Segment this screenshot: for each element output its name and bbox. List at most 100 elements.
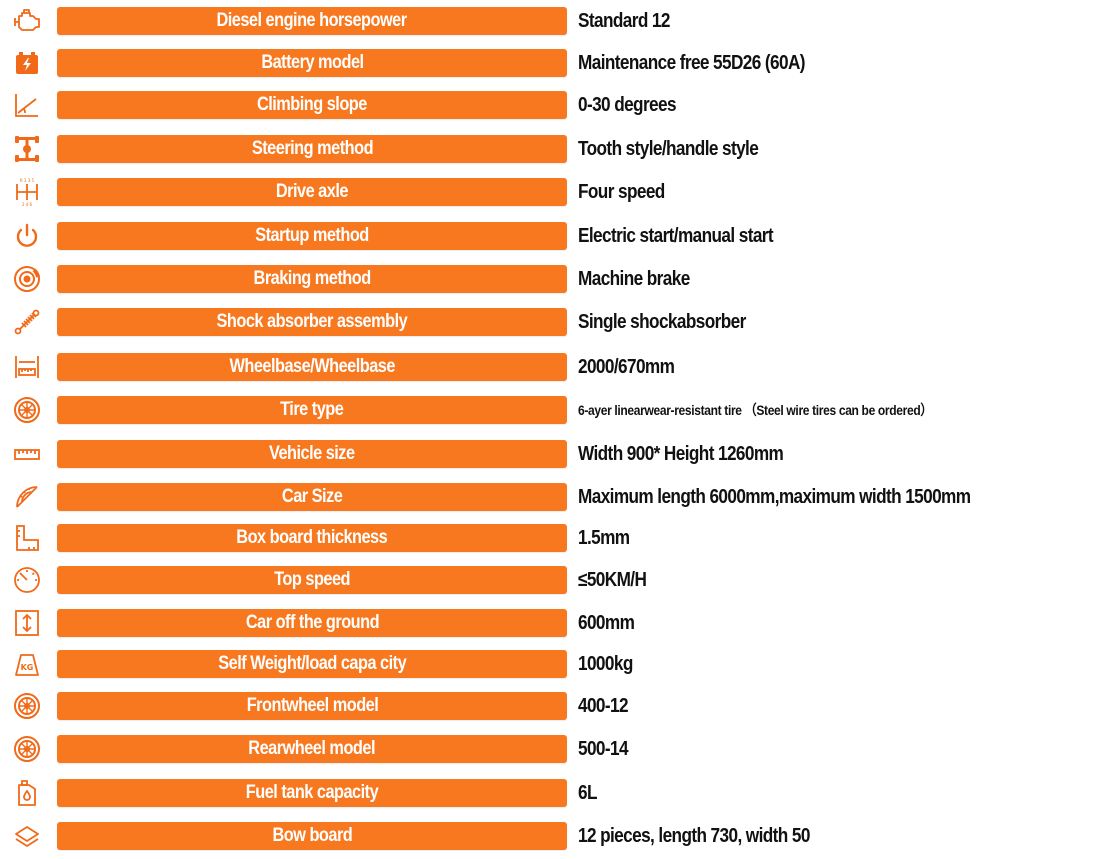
spec-label-pill: Climbing slope bbox=[57, 91, 567, 119]
spec-label: Shock absorber assembly bbox=[216, 311, 408, 332]
spec-value: 1000kg bbox=[578, 652, 633, 675]
spec-label: Wheelbase/Wheelbase bbox=[229, 356, 395, 377]
gear-bottom-numbers: 2 4 6 bbox=[22, 202, 33, 207]
spec-value: 500-14 bbox=[578, 737, 629, 760]
spec-row-wheelbase: Wheelbase/Wheelbase 2000/670mm bbox=[0, 351, 1100, 383]
spec-row-ground-clearance: Car off the ground 600mm bbox=[0, 607, 1100, 639]
front-wheel-icon bbox=[10, 691, 44, 721]
spec-value: 400-12 bbox=[578, 694, 629, 717]
spec-label: Battery model bbox=[260, 52, 364, 73]
spec-label-pill: Car Size bbox=[57, 483, 567, 511]
spec-label-pill: Bow board bbox=[57, 822, 567, 850]
spec-label-pill: Fuel tank capacity bbox=[57, 779, 567, 807]
spec-value: Four speed bbox=[578, 180, 665, 203]
spec-label-pill: Tire type bbox=[57, 396, 567, 424]
spec-row-startup-method: Startup method Electric start/manual sta… bbox=[0, 220, 1100, 252]
brake-disc-icon bbox=[10, 264, 44, 294]
spec-row-top-speed: Top speed ≤50KM/H bbox=[0, 564, 1100, 596]
spec-label-pill: Drive axle bbox=[57, 178, 567, 206]
spec-label: Car off the ground bbox=[245, 612, 379, 633]
spec-value: Single shockabsorber bbox=[578, 310, 746, 333]
spec-label: Climbing slope bbox=[257, 94, 367, 115]
spec-label: Fuel tank capacity bbox=[245, 782, 379, 803]
spec-label-pill: Wheelbase/Wheelbase bbox=[57, 353, 567, 381]
spec-label-pill: Braking method bbox=[57, 265, 567, 293]
spec-label-pill: Frontwheel model bbox=[57, 692, 567, 720]
spec-label-pill: Top speed bbox=[57, 566, 567, 594]
spec-row-front-wheel: Frontwheel model 400-12 bbox=[0, 690, 1100, 722]
wheelbase-icon bbox=[10, 352, 44, 382]
spec-row-bow-board: Bow board 12 pieces, length 730, width 5… bbox=[0, 820, 1100, 852]
spec-row-fuel-tank: Fuel tank capacity 6L bbox=[0, 777, 1100, 809]
spec-label: Frontwheel model bbox=[246, 695, 378, 716]
weight-kg-icon: KG bbox=[10, 649, 44, 679]
spec-row-shock-absorber: Shock absorber assembly Single shockabso… bbox=[0, 306, 1100, 338]
spec-label-pill: Vehicle size bbox=[57, 440, 567, 468]
spec-value: ≤50KM/H bbox=[578, 568, 647, 591]
spec-value: 0-30 degrees bbox=[578, 93, 677, 116]
spec-label-pill: Steering method bbox=[57, 135, 567, 163]
spec-label-pill: Rearwheel model bbox=[57, 735, 567, 763]
spec-value: 1.5mm bbox=[578, 526, 630, 549]
spec-label-pill: Self Weight/load capa city bbox=[57, 650, 567, 678]
kg-text: KG bbox=[21, 663, 34, 672]
spec-label: Steering method bbox=[251, 138, 373, 159]
spec-label: Braking method bbox=[253, 268, 371, 289]
spec-label-pill: Box board thickness bbox=[57, 524, 567, 552]
battery-icon bbox=[10, 48, 44, 78]
ruler-icon bbox=[10, 439, 44, 469]
spec-label: Drive axle bbox=[275, 181, 349, 202]
spec-value: Maximum length 6000mm,maximum width 1500… bbox=[578, 485, 971, 508]
spec-row-rear-wheel: Rearwheel model 500-14 bbox=[0, 733, 1100, 765]
tire-icon bbox=[10, 395, 44, 425]
spec-label: Car Size bbox=[281, 486, 343, 507]
shock-absorber-icon bbox=[10, 307, 44, 337]
spec-value: Maintenance free 55D26 (60A) bbox=[578, 51, 806, 74]
spec-row-braking-method: Braking method Machine brake bbox=[0, 263, 1100, 295]
spec-label-pill: Startup method bbox=[57, 222, 567, 250]
spec-row-drive-axle: R 1 3 5 2 4 6 Drive axle Four speed bbox=[0, 176, 1100, 208]
spec-value: Tooth style/handle style bbox=[578, 137, 759, 160]
spec-value: 600mm bbox=[578, 611, 635, 634]
fuel-tank-icon bbox=[10, 778, 44, 808]
protractor-icon bbox=[10, 482, 44, 512]
spec-label: Vehicle size bbox=[269, 443, 355, 464]
spec-row-weight-load: KG Self Weight/load capa city 1000kg bbox=[0, 648, 1100, 680]
spec-label: Self Weight/load capa city bbox=[218, 653, 406, 674]
steering-icon bbox=[10, 134, 44, 164]
spec-value: 12 pieces, length 730, width 50 bbox=[578, 824, 810, 847]
spec-label: Diesel engine horsepower bbox=[216, 10, 408, 31]
spec-value: 6-ayer linearwear-resistant tire （Steel … bbox=[578, 402, 933, 418]
spec-row-car-size: Car Size Maximum length 6000mm,maximum w… bbox=[0, 481, 1100, 513]
spec-label-pill: Shock absorber assembly bbox=[57, 308, 567, 336]
spec-label-pill: Battery model bbox=[57, 49, 567, 77]
spec-label: Box board thickness bbox=[236, 527, 388, 548]
slope-icon bbox=[10, 90, 44, 120]
spec-row-battery-model: Battery model Maintenance free 55D26 (60… bbox=[0, 47, 1100, 79]
spec-value: Standard 12 bbox=[578, 9, 670, 32]
power-icon bbox=[10, 221, 44, 251]
spec-value: Machine brake bbox=[578, 267, 690, 290]
engine-icon bbox=[10, 6, 44, 36]
spec-row-engine-horsepower: Diesel engine horsepower Standard 12 bbox=[0, 5, 1100, 37]
gear-top-numbers: R 1 3 5 bbox=[20, 178, 35, 183]
spec-row-steering-method: Steering method Tooth style/handle style bbox=[0, 133, 1100, 165]
rear-wheel-icon bbox=[10, 734, 44, 764]
thickness-icon bbox=[10, 523, 44, 553]
spec-label-pill: Diesel engine horsepower bbox=[57, 7, 567, 35]
spec-value: Width 900* Height 1260mm bbox=[578, 442, 784, 465]
spec-label: Tire type bbox=[280, 399, 344, 420]
spec-row-vehicle-size: Vehicle size Width 900* Height 1260mm bbox=[0, 438, 1100, 470]
spec-label: Startup method bbox=[255, 225, 369, 246]
spec-label: Top speed bbox=[274, 569, 350, 590]
layers-icon bbox=[10, 821, 44, 851]
ground-clearance-icon bbox=[10, 608, 44, 638]
speedometer-icon bbox=[10, 565, 44, 595]
spec-row-tire-type: Tire type 6-ayer linearwear-resistant ti… bbox=[0, 394, 1100, 426]
spec-label: Bow board bbox=[272, 825, 352, 846]
spec-label-pill: Car off the ground bbox=[57, 609, 567, 637]
gearshift-icon: R 1 3 5 2 4 6 bbox=[10, 177, 44, 207]
spec-row-box-board-thickness: Box board thickness 1.5mm bbox=[0, 522, 1100, 554]
spec-row-climbing-slope: Climbing slope 0-30 degrees bbox=[0, 89, 1100, 121]
